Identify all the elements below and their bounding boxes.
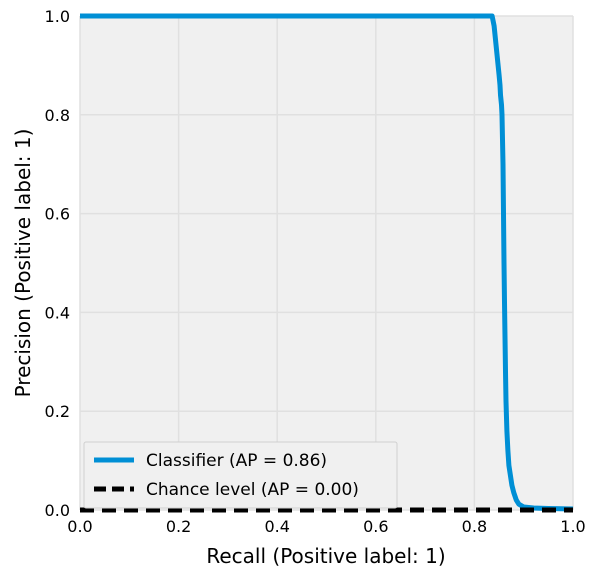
- x-tick-label: 0.4: [264, 517, 289, 536]
- x-axis-title: Recall (Positive label: 1): [206, 544, 445, 568]
- y-tick-label: 1.0: [45, 7, 70, 26]
- y-tick-label: 0.0: [45, 501, 70, 520]
- x-tick-label: 0.2: [166, 517, 191, 536]
- x-tick-label: 1.0: [560, 517, 585, 536]
- y-tick-label: 0.8: [45, 106, 70, 125]
- x-tick-label: 0.0: [67, 517, 92, 536]
- legend-classifier-label: Classifier (AP = 0.86): [146, 451, 327, 471]
- y-axis-ticks: 0.0 0.2 0.4 0.6 0.8 1.0: [45, 7, 70, 520]
- y-axis-title: Precision (Positive label: 1): [11, 129, 35, 398]
- legend-box: [83, 441, 398, 509]
- x-tick-label: 0.6: [363, 517, 388, 536]
- plot-background: [80, 16, 573, 510]
- classifier-pr-curve: [80, 13, 574, 512]
- x-axis-ticks: 0.0 0.2 0.4 0.6 0.8 1.0: [67, 517, 585, 536]
- series-layer: [80, 13, 574, 513]
- grid-lines: [79, 15, 574, 511]
- y-tick-label: 0.4: [45, 303, 70, 322]
- y-tick-label: 0.6: [45, 205, 70, 224]
- y-tick-label: 0.2: [45, 402, 70, 421]
- legend: Classifier (AP = 0.86) Chance level (AP …: [83, 441, 398, 509]
- legend-chance-label: Chance level (AP = 0.00): [146, 480, 359, 500]
- x-tick-label: 0.8: [462, 517, 487, 536]
